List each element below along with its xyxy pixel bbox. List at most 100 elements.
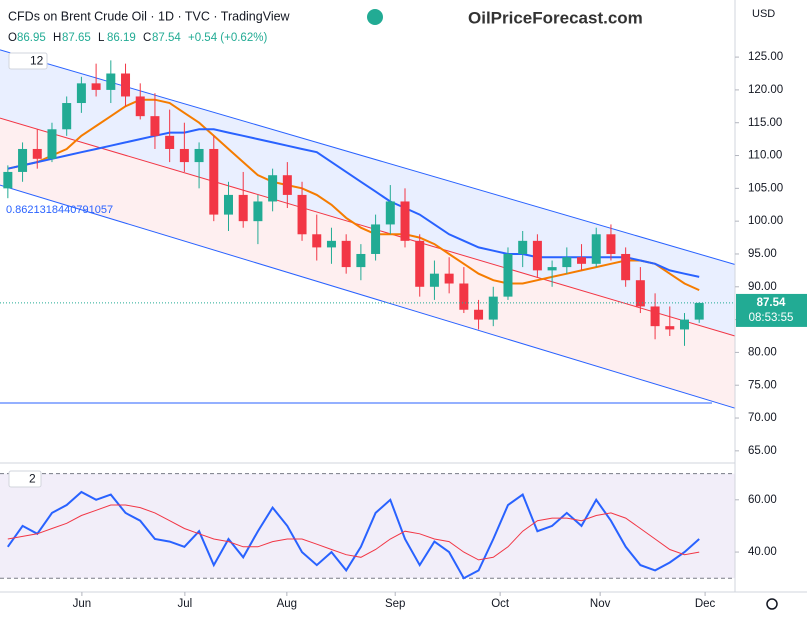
candle-body	[3, 171, 13, 189]
ohlc-key: O	[8, 32, 17, 44]
candle-body	[606, 234, 616, 254]
fib-label: 0.8621318440791057	[6, 204, 113, 216]
candle-body	[268, 175, 278, 202]
candle-body	[400, 201, 410, 241]
watermark: OilPriceForecast.com	[468, 8, 643, 27]
ohlc-key: H	[53, 32, 61, 44]
candle-body	[518, 240, 528, 254]
candle-body	[223, 194, 233, 215]
candle-body	[341, 240, 351, 268]
y-tick-label: 125.00	[748, 51, 783, 63]
candle-body	[238, 194, 248, 222]
candle-body	[194, 148, 204, 163]
ohlc-value: 86.19	[107, 32, 136, 44]
candle-body	[106, 73, 116, 90]
chart-title: CFDs on Brent Crude Oil · 1D · TVC · Tra…	[8, 9, 291, 23]
y-tick-label: 120.00	[748, 84, 783, 96]
ohlc-key: L	[98, 32, 105, 44]
y-tick-label: 60.00	[748, 494, 777, 506]
ohlc-value: 86.95	[17, 32, 46, 44]
channel-fill-lower	[0, 118, 735, 409]
ohlc-key: C	[143, 32, 151, 44]
channel-fill-upper	[0, 49, 735, 336]
candle-body	[503, 253, 513, 297]
y-tick-label: 80.00	[748, 346, 777, 358]
candle-body	[326, 240, 336, 248]
currency[interactable]: USD	[752, 8, 775, 20]
candle-body	[47, 129, 57, 159]
candle-body	[488, 296, 498, 320]
candle-body	[591, 234, 601, 264]
gear[interactable]	[766, 598, 778, 610]
candle-body	[282, 175, 292, 195]
rsi-line	[7, 504, 700, 561]
x-tick-label: Aug	[277, 598, 297, 610]
settings-icon[interactable]	[766, 598, 778, 610]
candle-body	[385, 201, 395, 225]
y-tick-label: 40.00	[748, 546, 777, 558]
ohlc-value: 87.65	[62, 32, 91, 44]
candle-body	[356, 253, 366, 268]
candle-body	[209, 148, 219, 215]
candle-body	[532, 240, 542, 271]
candle-body	[253, 201, 263, 222]
moving-average	[7, 128, 700, 278]
rsi-line	[6, 490, 700, 580]
candle-body	[135, 96, 145, 117]
candle-body	[444, 273, 454, 284]
pane-button-label[interactable]: 12	[30, 54, 44, 68]
y-tick-label: 105.00	[748, 182, 783, 194]
pane-button-label[interactable]: 2	[29, 472, 36, 486]
pane-button[interactable]	[8, 470, 42, 488]
candle-body	[635, 280, 645, 307]
x-tick-label: Jul	[178, 598, 193, 610]
candle-body	[577, 257, 587, 264]
candle-body	[459, 283, 469, 310]
candle-body	[621, 253, 631, 281]
price-tag-label: 87.54	[757, 297, 786, 309]
candle-body	[650, 306, 660, 327]
candle-body	[297, 194, 307, 235]
candle-body	[165, 135, 175, 149]
candle-body	[62, 103, 72, 130]
candle-body	[429, 273, 439, 287]
candle-body	[679, 319, 689, 330]
candle-body	[91, 83, 101, 90]
candle-body	[547, 267, 557, 271]
y-tick-label: 90.00	[748, 281, 777, 293]
candle-body	[32, 148, 42, 159]
ohlc-change: +0.54 (+0.62%)	[188, 32, 267, 44]
y-tick-label: 65.00	[748, 445, 777, 457]
x-tick-label: Jun	[73, 598, 92, 610]
candle-body	[562, 257, 572, 268]
status-icon[interactable]	[367, 9, 383, 25]
candle-body	[121, 73, 131, 97]
ohlc-value: 87.54	[152, 32, 181, 44]
y-tick-label: 100.00	[748, 215, 783, 227]
candle-body	[694, 302, 704, 320]
y-tick-label: 110.00	[748, 150, 782, 162]
candle-body	[179, 148, 189, 163]
rsi-band	[0, 473, 735, 579]
x-tick-label: Sep	[385, 598, 405, 610]
x-tick-label: Oct	[491, 598, 510, 610]
x-tick-label: Nov	[590, 598, 611, 610]
candle-body	[76, 83, 86, 104]
y-tick-label: 70.00	[748, 412, 777, 424]
candle-body	[665, 326, 675, 330]
y-tick-label: 75.00	[748, 379, 777, 391]
candle-body	[415, 240, 425, 287]
plot-layer	[0, 49, 736, 580]
x-tick-label: Dec	[695, 598, 716, 610]
moving-average	[7, 98, 700, 292]
candle-body	[474, 309, 484, 320]
channel-line	[0, 117, 736, 337]
y-tick-label: 95.00	[748, 248, 777, 260]
pane-button[interactable]	[8, 52, 48, 70]
candle-body	[18, 148, 28, 172]
channel-line	[0, 184, 736, 409]
price-tag	[736, 293, 807, 327]
candle-body	[150, 116, 160, 136]
countdown: 08:53:55	[749, 312, 794, 324]
